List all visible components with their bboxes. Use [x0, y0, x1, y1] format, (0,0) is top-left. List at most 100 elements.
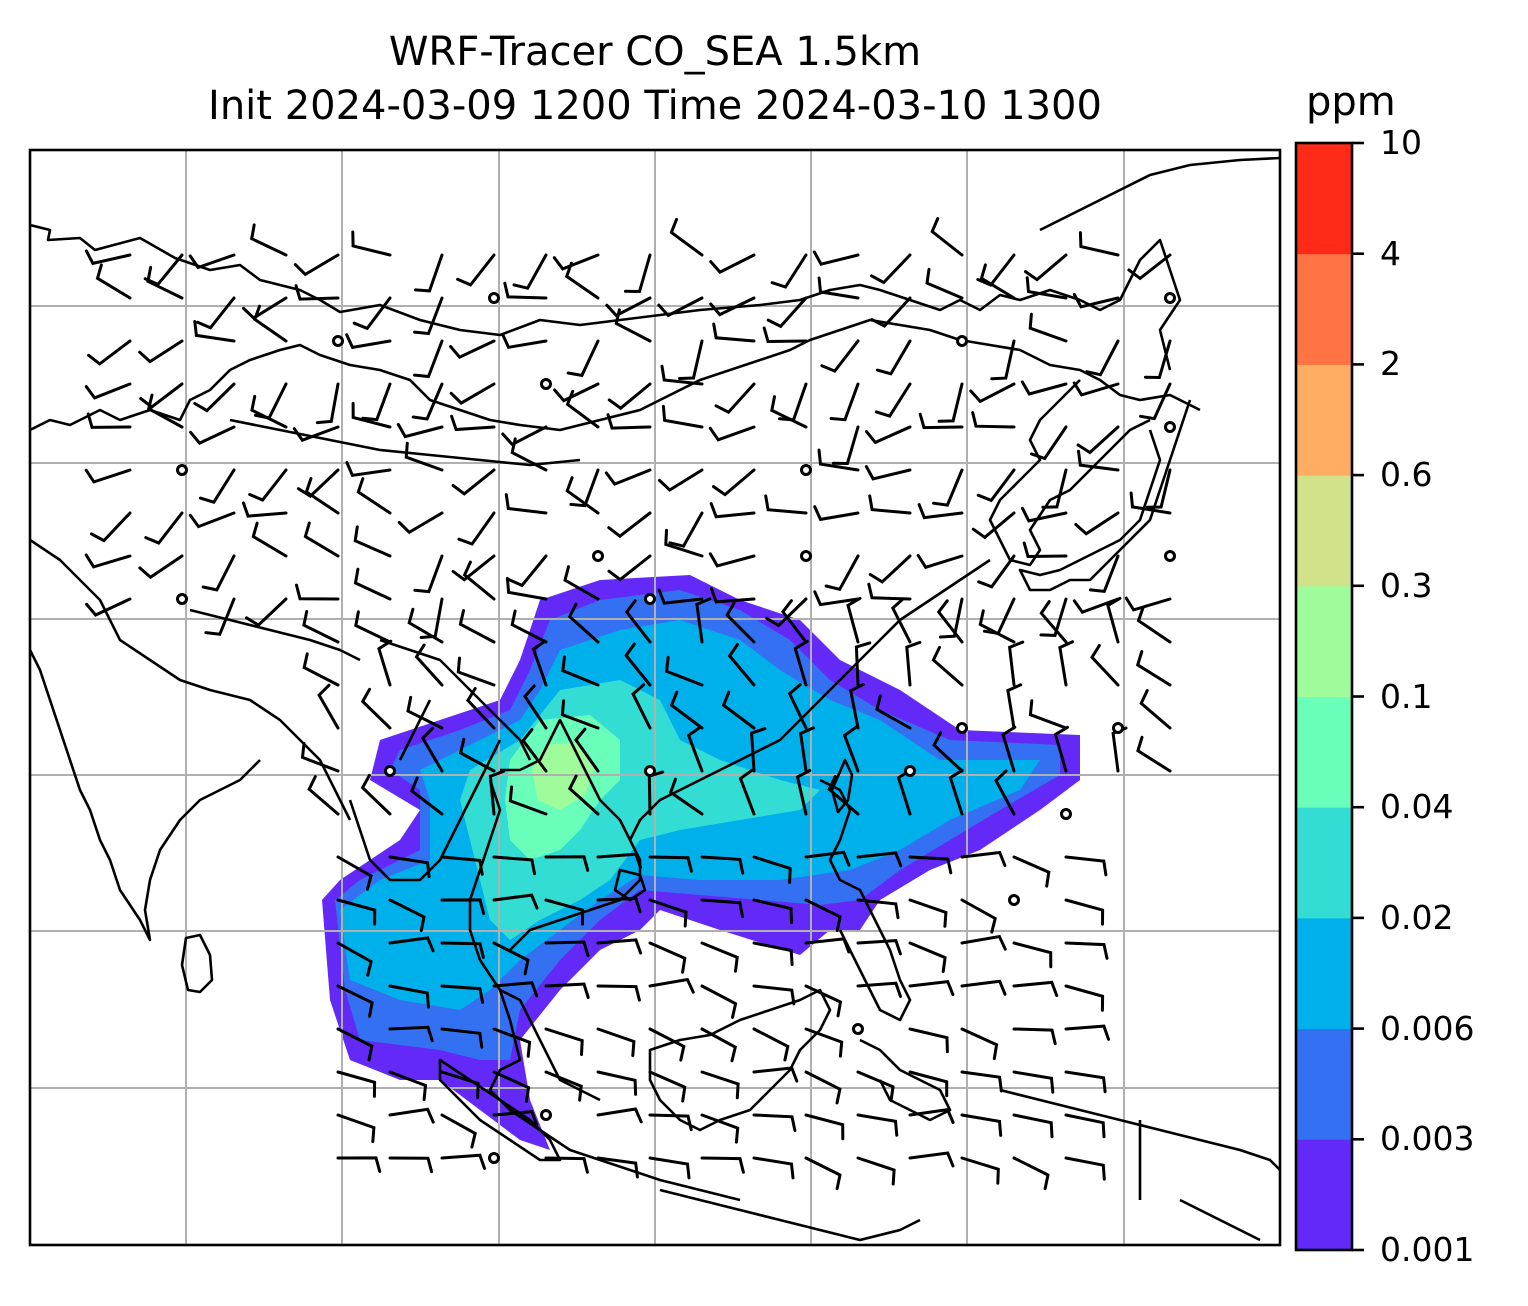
- wind-barb: [388, 1156, 434, 1174]
- wind-barb: [708, 552, 756, 568]
- wind-barb: [336, 1156, 382, 1173]
- wind-barb: [1129, 491, 1172, 515]
- wind-barb: [827, 775, 860, 816]
- wind-barb: [766, 296, 808, 329]
- wind-barb: [196, 296, 236, 330]
- wind-barb: [504, 493, 548, 515]
- wind-barb: [994, 769, 1016, 816]
- wind-barb: [1127, 253, 1172, 281]
- wind-barb: [804, 937, 851, 954]
- wind-barb: [388, 898, 426, 933]
- wind-barb: [523, 684, 548, 730]
- wind-barb: [1064, 898, 1105, 926]
- wind-barb: [413, 554, 444, 594]
- wind-barb: [303, 521, 340, 558]
- wind-barb: [990, 339, 1016, 381]
- wind-barb: [84, 249, 132, 266]
- calm-wind-marker: [852, 1023, 864, 1035]
- coast-java: [659, 1188, 921, 1242]
- coast-sulawesi: [859, 1038, 952, 1122]
- colorbar-tick-label: 0.6: [1380, 455, 1433, 495]
- wind-barb: [492, 941, 530, 976]
- colorbar-tick-label: 2: [1380, 344, 1401, 384]
- wind-barb: [1076, 425, 1120, 455]
- wind-barb: [304, 477, 340, 515]
- wind-barb: [139, 382, 184, 409]
- wind-barb: [648, 941, 687, 974]
- border-mongolia: [229, 418, 581, 467]
- wind-barb: [658, 468, 704, 492]
- colorbar-band: [1296, 1028, 1352, 1140]
- wind-barb: [1020, 380, 1068, 396]
- wind-barb: [1077, 449, 1120, 472]
- wind-barb: [492, 1110, 539, 1127]
- wind-barb: [188, 253, 236, 270]
- wind-barb: [1058, 640, 1075, 687]
- wind-barb: [449, 382, 496, 405]
- wind-barb: [969, 382, 1016, 404]
- coast-china-east: [628, 558, 991, 841]
- wind-barb: [960, 1070, 1003, 1093]
- wind-barb: [932, 468, 964, 507]
- calm-wind-marker: [1164, 550, 1176, 562]
- colorbar-band: [1296, 143, 1352, 255]
- wind-barb: [700, 941, 739, 973]
- wind-barb: [242, 296, 288, 320]
- wind-barb: [868, 494, 912, 515]
- wind-barb: [812, 250, 860, 266]
- wind-barb: [700, 1070, 740, 1100]
- wind-barb: [817, 276, 860, 300]
- wind-barb: [336, 898, 377, 926]
- wind-barb: [875, 694, 912, 730]
- wind-barb: [648, 898, 688, 928]
- wind-barb: [544, 1156, 589, 1174]
- wind-barb: [440, 1113, 477, 1149]
- colorbar-tick-label: 0.1: [1380, 676, 1433, 716]
- map-frame: [28, 148, 1282, 1247]
- wind-barb: [574, 727, 600, 773]
- wind-barb: [1030, 425, 1068, 461]
- wind-barb: [492, 855, 536, 876]
- wind-barb: [352, 296, 392, 331]
- wind-barb: [798, 726, 815, 773]
- wind-barb: [413, 339, 444, 379]
- wind-barb: [204, 597, 236, 636]
- wind-barb: [356, 477, 392, 515]
- wind-barb: [458, 737, 496, 773]
- wind-barb: [648, 1027, 686, 1062]
- wind-barb: [971, 411, 1016, 429]
- wind-barb: [1041, 468, 1068, 509]
- wind-barb: [1090, 643, 1120, 687]
- wind-barb: [596, 852, 642, 869]
- wind-barb: [245, 597, 288, 627]
- wind-barb: [84, 553, 132, 569]
- wind-barb: [908, 1070, 949, 1098]
- wind-barb: [1088, 554, 1120, 594]
- wind-barbs: [84, 217, 1172, 1191]
- wind-barb: [544, 982, 590, 999]
- wind-barb: [565, 476, 600, 515]
- wind-barb: [440, 1027, 484, 1049]
- wind-barb: [917, 503, 964, 520]
- wind-barb: [388, 936, 435, 953]
- wind-barb: [725, 601, 756, 644]
- wind-barb: [440, 941, 485, 959]
- wind-barb: [87, 339, 132, 366]
- colorbar-tick-label: 0.02: [1380, 897, 1454, 937]
- wind-barb: [752, 1156, 795, 1180]
- wind-barb: [804, 1113, 845, 1141]
- wind-barb: [708, 425, 756, 442]
- wind-barb: [440, 898, 486, 915]
- wind-barb: [488, 769, 505, 816]
- wind-barb: [1001, 725, 1017, 773]
- calm-wind-marker: [488, 292, 500, 304]
- wind-barb: [948, 768, 964, 816]
- wind-barb: [976, 468, 1016, 503]
- wind-barb: [908, 1107, 955, 1124]
- wind-barb: [648, 977, 695, 994]
- wind-barb: [870, 253, 912, 285]
- wind-barb: [668, 511, 704, 548]
- wind-barb: [508, 785, 548, 816]
- coast-srilanka: [180, 933, 214, 994]
- calm-wind-marker: [1164, 292, 1176, 304]
